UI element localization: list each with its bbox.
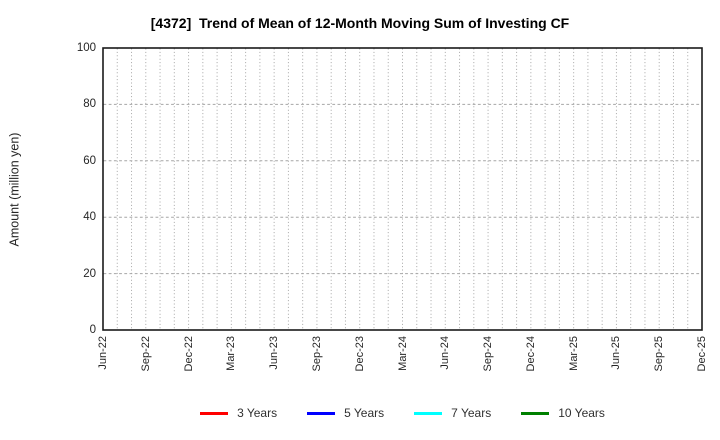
- legend-item-5-years: 5 Years: [307, 404, 384, 422]
- x-tick-label: Mar-24: [396, 336, 409, 371]
- y-tick-label: 0: [89, 324, 96, 336]
- x-tick-label: Jun-24: [439, 336, 452, 370]
- x-tick-label: Sep-24: [482, 336, 495, 372]
- legend-line-swatch: [521, 411, 550, 415]
- x-tick-label: Mar-25: [567, 336, 580, 371]
- legend-label: 7 Years: [451, 406, 492, 420]
- legend-item-10-years: 10 Years: [521, 404, 605, 422]
- axes-frame: [102, 47, 703, 331]
- x-tick-label: Dec-25: [696, 336, 708, 372]
- x-tick-label: Jun-25: [610, 336, 623, 370]
- legend-label: 5 Years: [344, 406, 385, 420]
- x-tick-label: Sep-22: [139, 336, 152, 372]
- x-tick-label: Sep-25: [653, 336, 666, 372]
- legend-item-7-years: 7 Years: [414, 404, 491, 422]
- y-tick-label: 80: [83, 98, 96, 111]
- legend-line-swatch: [307, 411, 336, 415]
- x-tick-label: Mar-23: [225, 336, 238, 371]
- legend-line-swatch: [414, 411, 443, 415]
- y-tick-label: 100: [76, 42, 96, 54]
- y-axis-label: Amount (million yen): [7, 132, 22, 247]
- x-tick-label: Dec-22: [182, 336, 195, 372]
- legend-label: 3 Years: [237, 406, 278, 420]
- legend-line-swatch: [200, 411, 229, 415]
- x-tick-label: Jun-22: [97, 336, 109, 370]
- legend-item-3-years: 3 Years: [200, 404, 277, 422]
- x-tick-label: Dec-24: [524, 336, 537, 372]
- x-tick-label: Dec-23: [353, 336, 366, 372]
- plot-area: [102, 47, 703, 331]
- x-tick-label: Sep-23: [310, 336, 323, 372]
- y-tick-label: 60: [83, 154, 96, 167]
- legend: 3 Years 5 Years 7 Years 10 Years: [103, 403, 702, 423]
- legend-label: 10 Years: [558, 406, 605, 420]
- y-tick-label: 40: [83, 211, 96, 224]
- chart-title: [4372] Trend of Mean of 12-Month Moving …: [150, 15, 570, 31]
- x-tick-label: Jun-23: [268, 336, 281, 370]
- y-tick-label: 20: [83, 267, 96, 280]
